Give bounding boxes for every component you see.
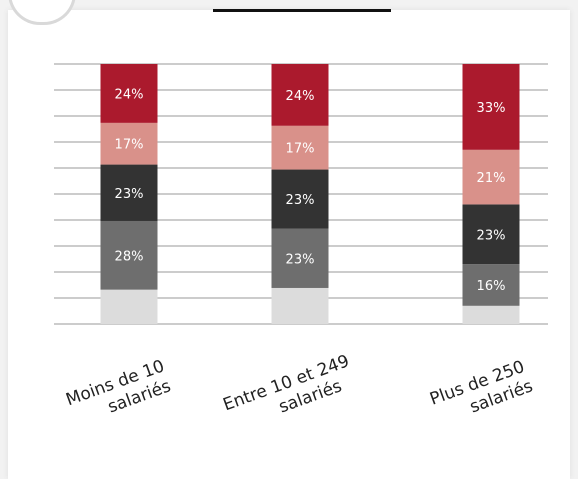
bar-segment [462, 204, 520, 265]
header-underline [213, 9, 391, 12]
top-strip [0, 0, 578, 10]
data-label: 23% [115, 187, 144, 202]
bar-segment [271, 125, 329, 170]
bar-segment [271, 64, 329, 126]
bar-stack: 16% 23% 21% 33% [462, 64, 520, 324]
bar-segment [271, 169, 329, 229]
data-label: 16% [477, 279, 506, 294]
data-label: 23% [286, 193, 315, 208]
bar-segment [100, 122, 158, 165]
data-label: 21% [477, 171, 506, 186]
bar-segment [462, 64, 520, 150]
data-label: 24% [286, 89, 315, 104]
bar-segment [100, 64, 158, 123]
bar-segment [100, 289, 158, 324]
bar-stack: 28% 23% 17% 24% [100, 64, 158, 324]
bar-stack: 23% 23% 17% 24% [271, 64, 329, 324]
bar-segment [462, 149, 520, 205]
data-label: 33% [477, 101, 506, 116]
bar-segment [100, 164, 158, 221]
bar-segment [271, 228, 329, 288]
data-label: 23% [477, 228, 506, 243]
bar-segment [271, 287, 329, 324]
data-label: 17% [115, 138, 144, 153]
bar-segment [100, 220, 158, 290]
data-label: 17% [286, 142, 315, 157]
data-label: 24% [115, 87, 144, 102]
data-label: 23% [286, 252, 315, 267]
data-label: 28% [115, 249, 144, 264]
bar-segment [462, 305, 520, 324]
bar-segment [462, 264, 520, 306]
